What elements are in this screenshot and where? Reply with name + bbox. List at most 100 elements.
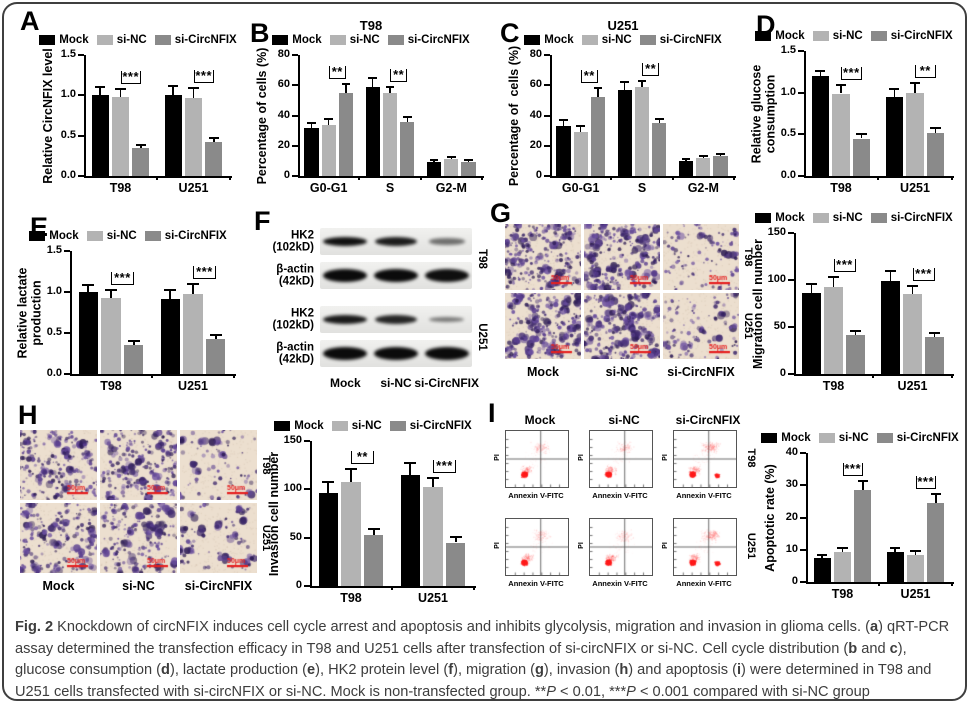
chart-migration: Mock si-NC si-CircNFIX Migration cell numbe… [748, 210, 960, 394]
legend-item: Mock [39, 34, 89, 46]
transwell-image [20, 503, 97, 573]
x-category-label: G0-G1 [309, 181, 348, 195]
legend-label: Mock [781, 432, 811, 444]
error-bar-cap [827, 276, 839, 279]
error-bar-cap [890, 547, 901, 550]
y-tick-mark [78, 175, 84, 177]
error-bar-cap [889, 88, 900, 91]
row-label: U251 [745, 532, 757, 560]
error-bar-cap [884, 269, 896, 272]
error-bar-line [597, 88, 599, 98]
legend-item: Mock [755, 30, 805, 42]
bar [364, 534, 384, 586]
row-label: T98 [745, 448, 757, 468]
sig-bracket: *** [915, 475, 936, 489]
caption-bold-text: e [307, 662, 316, 679]
legend-item: Mock [524, 34, 574, 46]
error-bar-line [133, 341, 135, 346]
chart-legend: Mock si-NC si-CircNFIX [38, 34, 238, 46]
plot-area [310, 441, 476, 588]
error-bar-line [467, 160, 470, 163]
bar [112, 96, 129, 176]
bar [802, 293, 821, 374]
error-bar-line [213, 138, 215, 143]
bar [400, 474, 420, 586]
x-axis-label: Annexin V-FITC [508, 491, 564, 500]
bar [824, 286, 843, 374]
sig-label: *** [114, 270, 131, 286]
error-bar-cap [402, 116, 412, 118]
error-bar-line [327, 118, 330, 125]
error-bar-line [914, 550, 917, 555]
legend-item: si-NC [331, 420, 382, 432]
legend-swatch [274, 421, 291, 431]
y-tick-label: 20 [277, 138, 290, 151]
error-bar-line [889, 270, 892, 281]
error-bar-line [192, 283, 194, 294]
panel-a: A Mock si-NC si-CircNFIX Relative CircNFIX … [14, 6, 240, 198]
y-tick-label: 1.5 [60, 48, 76, 60]
y-tick-label: 0.5 [60, 128, 76, 141]
panel-h: H Mock si-NC si-CircNFIX T98 U251 Mock si-NC s… [12, 402, 485, 610]
error-bar-line [935, 493, 937, 503]
error-bar-cap [637, 79, 647, 82]
legend-item: si-NC [818, 432, 869, 444]
sig-label: ** [645, 60, 657, 76]
cell-line-label: U251 [476, 322, 488, 351]
sig-bracket: *** [433, 459, 456, 473]
bar [185, 97, 202, 176]
y-tick-mark [788, 279, 794, 281]
bar [101, 297, 121, 374]
error-bar-cap [95, 86, 106, 89]
chart-cell-cycle-t98: T98 Mock si-NC si-CircNFIX Percentage of cel… [252, 18, 490, 196]
y-tick-mark [78, 94, 84, 97]
error-bar-cap [464, 159, 473, 162]
y-tick-mark [292, 175, 298, 177]
bar [444, 159, 459, 176]
error-bar-line [455, 536, 457, 543]
bar [205, 142, 223, 176]
legend-label: si-NC [832, 212, 863, 224]
blot-strip [320, 340, 472, 367]
y-tick-mark [800, 452, 806, 454]
y-tick-mark [798, 175, 804, 177]
legend-swatch [39, 35, 56, 45]
legend-label: si-CircNFIX [890, 212, 953, 224]
legend-label: Mock [292, 34, 322, 46]
plot-area [806, 453, 954, 584]
transwell-image [505, 293, 581, 359]
x-tick-mark [391, 586, 393, 590]
sig-bracket: ** [642, 60, 660, 76]
y-tick-label: 50 [289, 530, 302, 543]
error-bar-line [719, 154, 722, 157]
chart-circnfix-level: Mock si-NC si-CircNFIX Relative CircNFIX le… [38, 32, 238, 196]
sig-bracket: ** [351, 450, 374, 465]
error-bar-line [862, 481, 864, 491]
blot-band [424, 347, 469, 360]
legend-swatch [812, 213, 829, 223]
x-category-label: T98 [831, 587, 854, 601]
error-bar-cap [910, 549, 921, 552]
bar [206, 338, 226, 374]
bar [617, 89, 632, 176]
sig-bracket: ** [390, 68, 408, 82]
y-tick-label: 1.5 [780, 44, 796, 56]
x-category-label: T98 [109, 181, 132, 195]
chart-cell-cycle-u251: U251 Mock si-NC si-CircNFIX Percentage of ce… [504, 18, 742, 196]
error-bar-line [140, 144, 142, 148]
legend-item: si-NC [86, 230, 137, 242]
y-tick-label: 0 [535, 169, 542, 181]
error-bar-cap [115, 87, 126, 90]
sig-bracket: *** [912, 267, 935, 281]
legend-swatch [818, 433, 835, 443]
error-bar-line [373, 528, 375, 535]
x-axis-label: Annexin V-FITC [676, 491, 732, 500]
error-bar-line [810, 283, 813, 294]
error-bar-line [433, 160, 435, 163]
error-bar-cap [593, 87, 603, 90]
error-bar-line [350, 469, 352, 482]
panel-letter-f: F [254, 206, 271, 236]
bar [91, 95, 109, 176]
panel-i: I Mock si-NC si-CircNFIX PI Annexin V-FITC PI… [486, 400, 964, 610]
caption-bold-text: g [534, 662, 544, 679]
